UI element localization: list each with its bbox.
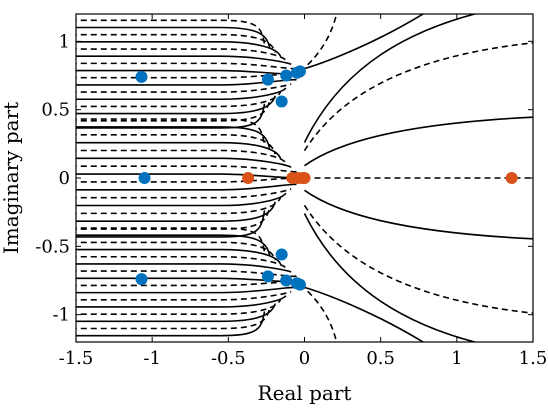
contour-line — [76, 48, 287, 61]
contour-line — [76, 33, 276, 53]
contour-line — [76, 281, 303, 287]
x-tick-label: 0.5 — [366, 348, 395, 369]
contour-line — [76, 290, 292, 301]
blue-point — [261, 73, 274, 86]
blue-point — [293, 278, 306, 291]
contour-line — [76, 201, 276, 223]
contour-line — [76, 295, 287, 308]
contour-line — [303, 42, 533, 152]
contour-line — [76, 263, 292, 273]
x-tick-label: 1.5 — [519, 348, 548, 369]
contour-line — [76, 69, 303, 75]
contour-line — [76, 91, 282, 108]
contour-line — [304, 116, 533, 167]
contour-line — [76, 149, 287, 164]
blue-point — [135, 273, 148, 286]
x-tick-label: -1.5 — [59, 348, 94, 369]
contour-line — [76, 26, 271, 49]
contour-line — [76, 241, 276, 261]
contour-line — [76, 286, 297, 294]
contour-line — [300, 14, 338, 71]
data-points — [135, 65, 518, 291]
contour-line — [76, 55, 292, 66]
contour-line — [76, 311, 266, 337]
y-axis-title: Imaginary part — [0, 102, 23, 254]
contour-line — [76, 234, 271, 257]
y-tick-label: -0.5 — [35, 236, 70, 257]
blue-point — [275, 95, 288, 108]
contour-line — [76, 133, 276, 155]
contour-line — [76, 210, 266, 238]
contour-line — [76, 197, 282, 215]
contour-line — [76, 173, 303, 179]
contour-line — [76, 270, 297, 278]
contour-line — [76, 177, 303, 183]
contour-line — [76, 205, 271, 230]
y-tick-label: 0 — [59, 168, 70, 189]
orange-point — [505, 172, 518, 184]
contour-line — [304, 286, 425, 342]
contour-line — [76, 73, 303, 79]
contour-line — [76, 19, 266, 45]
x-tick-label: -1 — [143, 348, 161, 369]
contour-line — [300, 285, 338, 342]
blue-point — [280, 69, 293, 82]
contour-line — [76, 192, 287, 207]
contour-line — [76, 157, 292, 168]
contour-line — [304, 189, 533, 240]
contour-line — [76, 299, 282, 315]
contour-line — [76, 248, 282, 265]
contour-lines — [76, 14, 533, 342]
contour-line — [76, 255, 287, 269]
contour-line — [76, 95, 276, 115]
contour-line — [76, 99, 271, 122]
contour-line — [303, 204, 533, 314]
contour-line — [76, 227, 266, 253]
blue-point — [293, 65, 306, 78]
x-axis-title: Real part — [258, 381, 352, 405]
blue-point — [280, 274, 293, 287]
orange-point — [242, 172, 255, 184]
blue-point — [138, 172, 151, 184]
contour-line — [76, 126, 271, 151]
blue-point — [275, 248, 288, 261]
contour-line — [76, 103, 266, 129]
blue-point — [261, 270, 274, 283]
contour-line — [76, 83, 292, 93]
contour-line — [76, 87, 287, 101]
contour-line — [76, 62, 297, 70]
x-tick-label: 1 — [451, 348, 462, 369]
orange-point — [298, 172, 311, 184]
contour-line — [76, 307, 271, 330]
y-tick-label: 1 — [59, 31, 70, 52]
axis-ticks: -1.5 -1 -0.5 0 0.5 1 1.5 -1 -0.5 0 0.5 1 — [35, 14, 547, 369]
contour-line — [76, 78, 297, 86]
contour-line — [76, 303, 276, 323]
contour-line — [304, 14, 425, 70]
contour-line — [76, 41, 282, 57]
contour-line — [76, 183, 297, 191]
blue-point — [135, 70, 148, 83]
x-tick-label: 0 — [299, 348, 310, 369]
contour-line — [76, 165, 297, 173]
contour-line — [76, 141, 282, 159]
contour-line — [303, 213, 478, 342]
contour-line — [303, 14, 478, 143]
contour-line — [76, 118, 266, 146]
x-tick-label: -0.5 — [211, 348, 246, 369]
contour-line — [76, 188, 292, 199]
y-tick-label: 0.5 — [41, 100, 70, 121]
y-tick-label: -1 — [52, 305, 70, 326]
